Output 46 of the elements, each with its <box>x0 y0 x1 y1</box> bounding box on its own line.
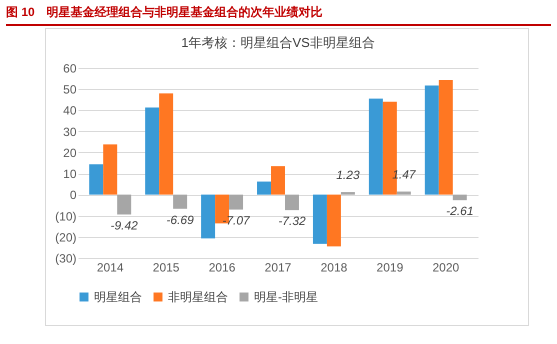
x-tick-label: 2020 <box>432 260 460 274</box>
bar <box>271 166 285 195</box>
y-tick-label: 20 <box>63 146 77 160</box>
x-tick-label: 2019 <box>376 260 404 274</box>
bar <box>396 192 411 195</box>
bar <box>173 194 188 209</box>
bar <box>201 194 216 238</box>
bar <box>229 194 244 210</box>
x-tick-label: 2018 <box>320 260 348 274</box>
y-tick-label: 40 <box>63 104 77 118</box>
data-label: -2.61 <box>446 204 474 218</box>
bar <box>103 144 118 195</box>
legend-label: 明星组合 <box>94 290 142 304</box>
bar <box>326 194 341 246</box>
bar <box>438 80 453 195</box>
data-label: -7.32 <box>278 214 306 228</box>
bar <box>257 182 272 195</box>
y-tick-label: 60 <box>63 62 77 76</box>
bar <box>89 164 104 195</box>
bar <box>340 192 355 195</box>
bar <box>159 93 174 195</box>
y-tick-label: (10) <box>55 209 76 224</box>
chart-subtitle: 1年考核：明星组合VS非明星组合 <box>181 35 375 50</box>
data-label: 1.23 <box>336 168 360 182</box>
bar <box>368 98 383 195</box>
bar <box>312 194 327 244</box>
x-tick-label: 2015 <box>152 260 180 274</box>
y-tick-label: 50 <box>63 82 77 97</box>
bar <box>424 86 439 195</box>
legend-label: 非明星组合 <box>168 290 228 304</box>
y-tick-label: (30) <box>55 252 76 266</box>
y-tick-label: 30 <box>63 124 77 139</box>
x-tick-label: 2017 <box>264 260 292 274</box>
y-tick-label: 10 <box>63 167 77 182</box>
y-tick-label: (20) <box>55 230 76 244</box>
legend-label: 明星-非明星 <box>254 290 318 304</box>
data-label: -9.42 <box>110 218 138 233</box>
data-label: -6.69 <box>166 212 194 227</box>
x-tick-label: 2014 <box>96 260 124 274</box>
bar <box>284 194 299 210</box>
bar <box>452 194 467 200</box>
y-tick-label: 0 <box>70 188 77 202</box>
chart-title: 图 10 明星基金经理组合与非明星基金组合的次年业绩对比 <box>6 4 551 26</box>
x-tick-label: 2016 <box>208 260 236 274</box>
bar <box>117 194 132 215</box>
bar <box>145 107 160 195</box>
